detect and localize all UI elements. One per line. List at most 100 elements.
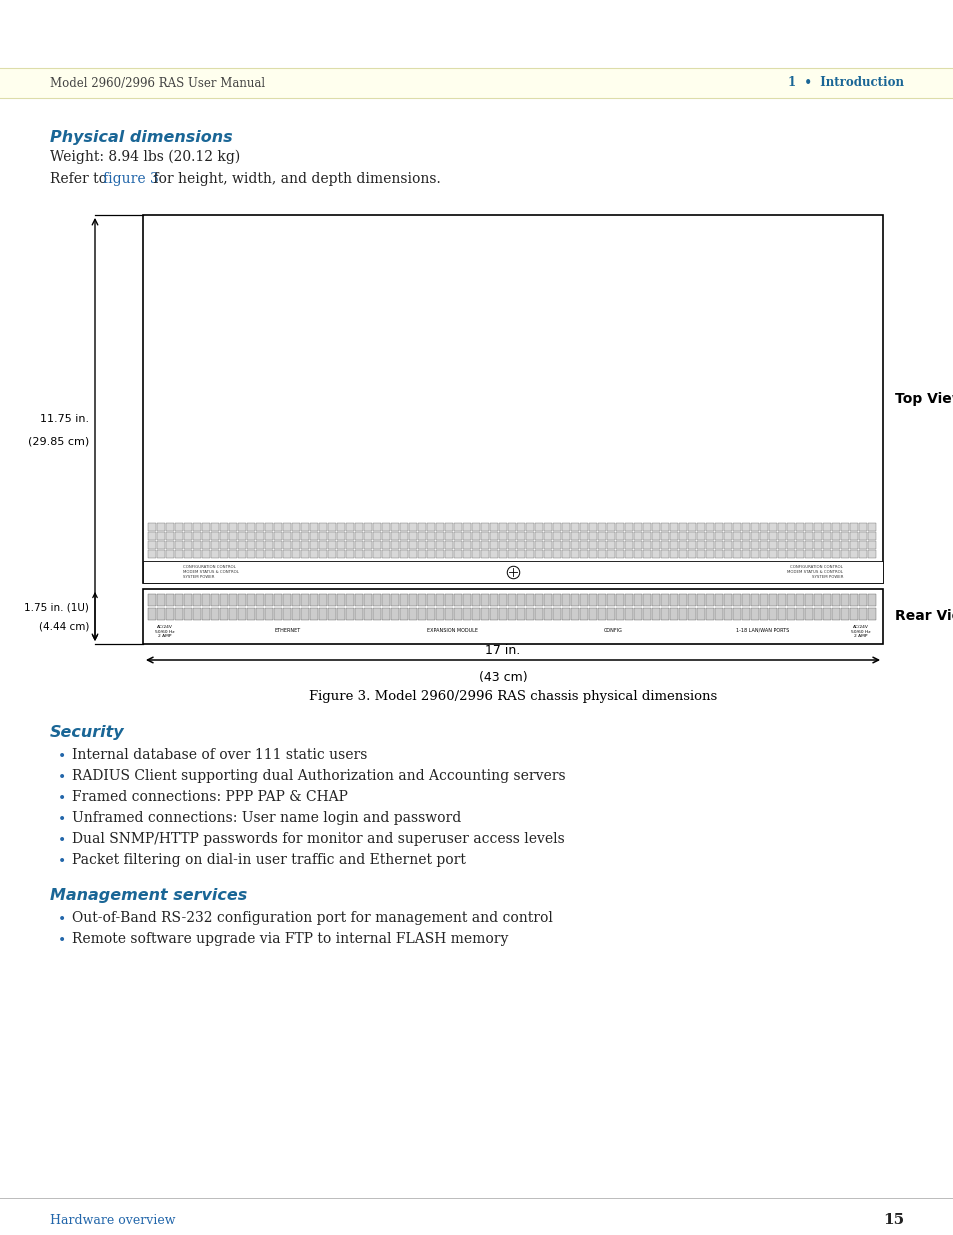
Bar (751, 522, 759, 531)
Text: 11.75 in.: 11.75 in. (40, 414, 89, 424)
Bar (175, 594, 183, 605)
Bar (589, 594, 597, 605)
Bar (562, 594, 570, 605)
Text: (4.44 cm): (4.44 cm) (38, 621, 89, 631)
Bar (517, 522, 525, 531)
Bar (796, 550, 803, 557)
Bar (850, 541, 858, 548)
Bar (374, 541, 381, 548)
Bar (598, 541, 606, 548)
Bar (355, 531, 363, 540)
Text: Figure 3. Model 2960/2996 RAS chassis physical dimensions: Figure 3. Model 2960/2996 RAS chassis ph… (309, 690, 717, 703)
Bar (688, 531, 696, 540)
Bar (463, 531, 471, 540)
Bar (175, 541, 183, 548)
Bar (374, 608, 381, 620)
Bar (850, 550, 858, 557)
Bar (579, 541, 588, 548)
Bar (643, 594, 651, 605)
Bar (652, 550, 659, 557)
Bar (337, 531, 345, 540)
Bar (427, 608, 435, 620)
Bar (409, 550, 417, 557)
Bar (553, 531, 561, 540)
Bar (741, 541, 750, 548)
Bar (616, 541, 624, 548)
Bar (625, 522, 633, 531)
Bar (616, 531, 624, 540)
Bar (364, 531, 372, 540)
Bar (454, 522, 462, 531)
Bar (850, 531, 858, 540)
Bar (607, 608, 615, 620)
Bar (157, 550, 165, 557)
Bar (760, 608, 768, 620)
Bar (310, 531, 318, 540)
Bar (723, 608, 732, 620)
Bar (741, 550, 750, 557)
Bar (328, 531, 336, 540)
Bar (867, 594, 876, 605)
Bar (310, 594, 318, 605)
Bar (508, 608, 516, 620)
Bar (508, 541, 516, 548)
Bar (571, 522, 578, 531)
Bar (328, 608, 336, 620)
Bar (562, 608, 570, 620)
Text: 15: 15 (882, 1213, 903, 1228)
Bar (634, 594, 641, 605)
Bar (670, 608, 678, 620)
Bar (436, 608, 444, 620)
Bar (238, 550, 246, 557)
Bar (867, 541, 876, 548)
Bar (841, 531, 848, 540)
Bar (157, 531, 165, 540)
Bar (418, 608, 426, 620)
Bar (256, 608, 264, 620)
Bar (769, 608, 777, 620)
Bar (786, 531, 795, 540)
Bar (400, 522, 408, 531)
Bar (212, 541, 219, 548)
Bar (535, 531, 543, 540)
Bar (310, 608, 318, 620)
Bar (643, 608, 651, 620)
Bar (508, 550, 516, 557)
Text: AC/24V
50/60 Hz
2 AMP: AC/24V 50/60 Hz 2 AMP (850, 625, 870, 638)
Bar (374, 522, 381, 531)
Bar (526, 594, 534, 605)
Bar (274, 550, 282, 557)
Bar (212, 522, 219, 531)
Text: Framed connections: PPP PAP & CHAP: Framed connections: PPP PAP & CHAP (71, 790, 348, 804)
Bar (418, 541, 426, 548)
Bar (445, 531, 453, 540)
Bar (230, 594, 237, 605)
Bar (427, 550, 435, 557)
Text: Management services: Management services (50, 888, 247, 903)
Bar (355, 522, 363, 531)
Bar (688, 522, 696, 531)
Bar (832, 594, 840, 605)
Bar (301, 608, 309, 620)
Bar (715, 541, 722, 548)
Bar (670, 594, 678, 605)
Bar (364, 550, 372, 557)
Bar (760, 541, 768, 548)
Bar (355, 608, 363, 620)
Bar (660, 541, 669, 548)
Bar (760, 522, 768, 531)
Bar (598, 594, 606, 605)
Bar (0, 68, 953, 98)
Bar (256, 594, 264, 605)
Bar (230, 541, 237, 548)
Bar (193, 608, 201, 620)
Bar (634, 550, 641, 557)
Text: 1.75 in. (1U): 1.75 in. (1U) (24, 603, 89, 613)
Bar (589, 522, 597, 531)
Bar (382, 522, 390, 531)
Bar (814, 541, 821, 548)
Bar (670, 550, 678, 557)
Bar (436, 522, 444, 531)
Bar (472, 541, 480, 548)
Bar (149, 541, 156, 548)
